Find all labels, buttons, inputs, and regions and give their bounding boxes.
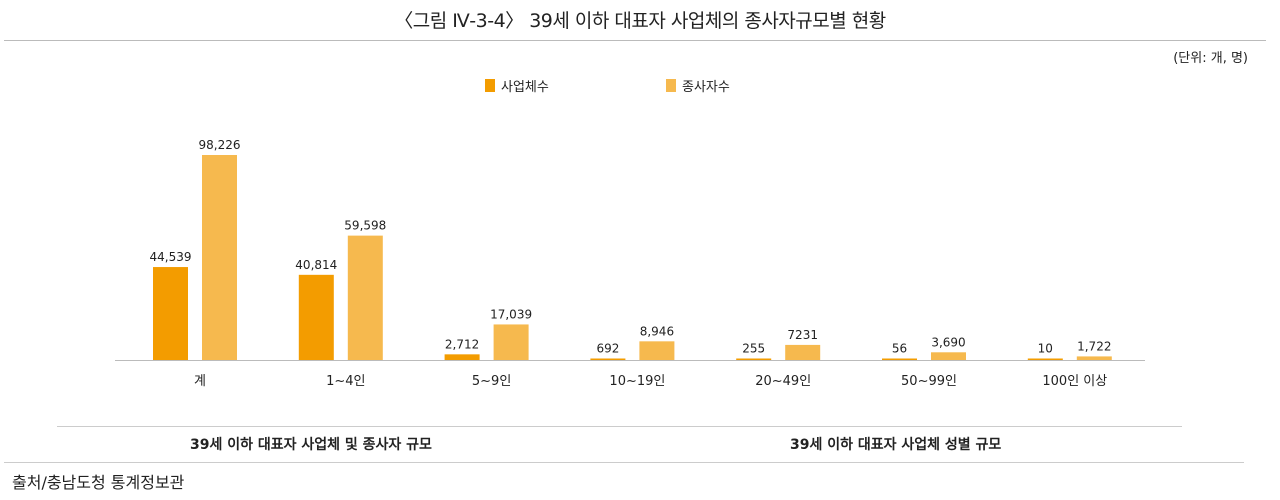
x-tick-label: 5~9인 (472, 374, 511, 389)
data-label: 98,226 (199, 138, 241, 152)
bar-chart: 44,539 98,226 계 40,814 59,598 1~4인 2,712 17,039… (115, 138, 1145, 389)
data-label: 59,598 (344, 219, 386, 233)
bar-employees (202, 155, 237, 360)
legend-swatch (666, 79, 676, 92)
data-label: 2,712 (445, 337, 479, 351)
legend-item-series2: 종사자수 (666, 76, 730, 95)
divider (4, 40, 1266, 41)
bar-businesses (298, 274, 334, 360)
data-label: 56 (892, 342, 907, 356)
subtitle-left: 39세 이하 대표자 사업체 및 종사자 규모 (190, 437, 432, 453)
bar-employees (1076, 356, 1112, 360)
legend-swatch (485, 79, 495, 92)
data-label: 44,539 (150, 250, 192, 264)
x-tick-label: 20~49인 (755, 374, 811, 389)
bar-employees (639, 341, 675, 360)
figure-title: 〈그림 Ⅳ-3-4〉 39세 이하 대표자 사업체의 종사자규모별 현황 (394, 10, 886, 32)
x-tick-label: 1~4인 (326, 374, 365, 389)
data-label: 40,814 (295, 258, 337, 272)
data-label: 3,690 (931, 335, 965, 349)
bar-employees (493, 324, 529, 360)
bar-businesses (1027, 358, 1063, 360)
data-label: 255 (742, 342, 765, 356)
divider (57, 426, 1182, 427)
bar-businesses (590, 358, 626, 360)
bar-businesses (444, 354, 480, 360)
legend-item-series1: 사업체수 (485, 76, 549, 95)
x-tick-label: 계 (194, 374, 206, 389)
x-tick-label: 50~99인 (901, 374, 957, 389)
divider (4, 462, 1244, 463)
bar-employees (785, 344, 821, 360)
data-label: 8,946 (640, 324, 674, 338)
unit-label: (단위: 개, 명) (1173, 51, 1248, 66)
data-label: 17,039 (490, 307, 532, 321)
legend-label: 사업체수 (501, 80, 549, 95)
source-note: 출처/충남도청 통계정보관 (12, 473, 185, 492)
bar-businesses (736, 358, 772, 360)
legend-label: 종사자수 (682, 80, 730, 95)
bar-employees (347, 235, 383, 360)
data-label: 1,722 (1077, 339, 1111, 353)
subtitle-right: 39세 이하 대표자 사업체 성별 규모 (790, 437, 1002, 453)
data-label: 692 (596, 342, 619, 356)
data-label: 7231 (787, 328, 818, 342)
x-tick-label: 100인 이상 (1042, 374, 1107, 389)
x-tick-label: 10~19인 (609, 374, 665, 389)
bar-businesses (153, 267, 188, 360)
bar-businesses (882, 358, 917, 360)
data-label: 10 (1038, 342, 1053, 356)
bar-employees (931, 352, 966, 360)
